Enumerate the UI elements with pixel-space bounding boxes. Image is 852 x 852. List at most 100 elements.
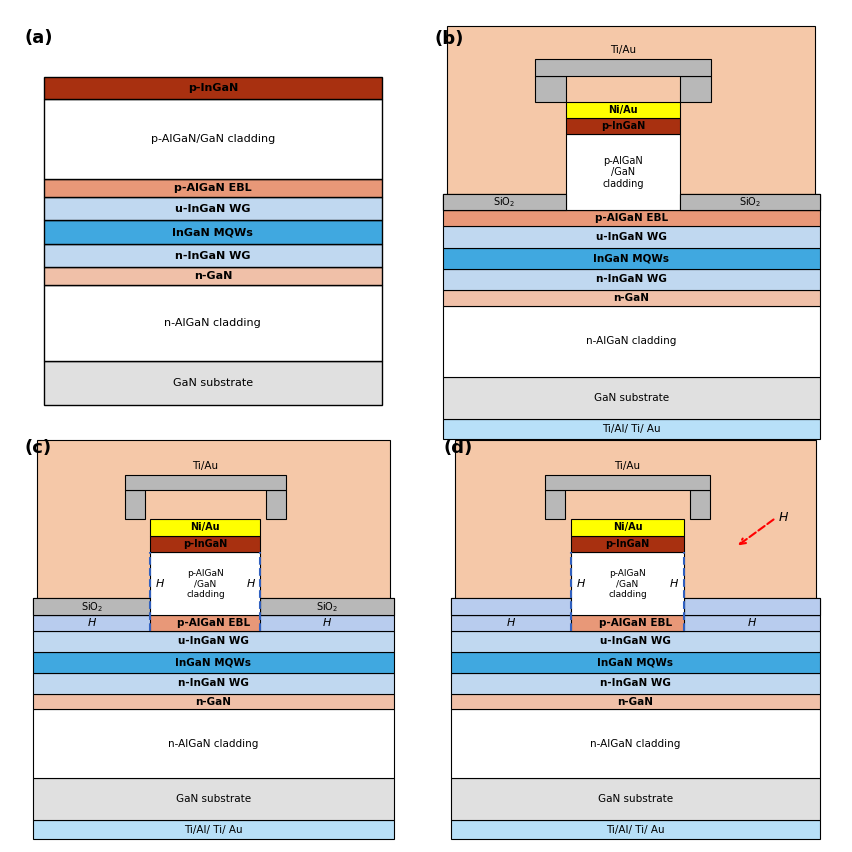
Bar xyxy=(125,475,285,490)
Text: Ni/Au: Ni/Au xyxy=(612,522,642,532)
Bar xyxy=(682,598,819,615)
Text: p-InGaN: p-InGaN xyxy=(600,121,644,131)
Text: p-AlGaN
/GaN
cladding: p-AlGaN /GaN cladding xyxy=(186,569,225,599)
Bar xyxy=(565,118,680,134)
Bar xyxy=(442,269,819,290)
Bar xyxy=(32,598,150,615)
Bar xyxy=(442,290,819,306)
Bar xyxy=(150,615,260,631)
Bar xyxy=(534,76,565,101)
Bar xyxy=(688,490,709,519)
Text: Ti/Au: Ti/Au xyxy=(613,461,640,471)
Text: n-GaN: n-GaN xyxy=(195,697,231,706)
Text: n-AlGaN cladding: n-AlGaN cladding xyxy=(164,319,261,328)
Bar xyxy=(32,652,394,673)
Text: u-InGaN WG: u-InGaN WG xyxy=(175,204,250,214)
Text: (b): (b) xyxy=(435,30,463,48)
Text: (c): (c) xyxy=(25,439,52,457)
Bar xyxy=(451,598,571,615)
Text: SiO$_2$: SiO$_2$ xyxy=(315,600,337,613)
Bar xyxy=(150,536,260,552)
Bar xyxy=(451,598,571,615)
Text: (a): (a) xyxy=(25,29,53,47)
Bar xyxy=(451,652,819,673)
Text: p-AlGaN EBL: p-AlGaN EBL xyxy=(598,618,671,628)
Text: H: H xyxy=(156,579,164,589)
Text: n-GaN: n-GaN xyxy=(617,697,653,706)
Bar xyxy=(44,244,382,267)
Text: p-InGaN: p-InGaN xyxy=(183,539,227,550)
Bar xyxy=(44,267,382,285)
Text: H: H xyxy=(506,618,515,628)
Text: H: H xyxy=(246,579,255,589)
Text: InGaN MQWs: InGaN MQWs xyxy=(175,657,251,667)
Bar xyxy=(150,552,260,615)
Bar xyxy=(442,210,819,226)
Bar xyxy=(32,615,394,631)
Text: H: H xyxy=(778,511,787,524)
Bar xyxy=(125,490,145,519)
Bar xyxy=(442,377,819,419)
Text: n-GaN: n-GaN xyxy=(193,271,232,281)
Text: H: H xyxy=(577,579,584,589)
Bar xyxy=(32,694,394,710)
Bar xyxy=(451,631,819,652)
Text: SiO$_2$: SiO$_2$ xyxy=(80,600,102,613)
Text: InGaN MQWs: InGaN MQWs xyxy=(596,657,673,667)
Bar xyxy=(442,306,819,377)
Bar xyxy=(442,194,565,210)
Bar xyxy=(455,440,815,615)
Text: InGaN MQWs: InGaN MQWs xyxy=(592,253,669,263)
Text: Ti/Au: Ti/Au xyxy=(192,461,218,471)
Text: p-InGaN: p-InGaN xyxy=(187,83,238,93)
Bar xyxy=(680,76,711,101)
Text: p-InGaN: p-InGaN xyxy=(605,539,649,550)
Bar xyxy=(44,179,382,197)
Text: n-AlGaN cladding: n-AlGaN cladding xyxy=(168,739,258,749)
Bar xyxy=(44,77,382,99)
Bar xyxy=(451,615,819,631)
Bar xyxy=(446,26,815,210)
Bar xyxy=(451,710,819,779)
Bar xyxy=(544,475,709,490)
Text: GaN substrate: GaN substrate xyxy=(597,794,672,804)
Text: p-AlGaN
/GaN
cladding: p-AlGaN /GaN cladding xyxy=(607,569,646,599)
Bar xyxy=(32,710,394,779)
Bar xyxy=(571,615,682,631)
Text: Ti/Al/ Ti/ Au: Ti/Al/ Ti/ Au xyxy=(184,825,242,835)
Text: InGaN MQWs: InGaN MQWs xyxy=(172,227,253,237)
Text: u-InGaN WG: u-InGaN WG xyxy=(177,636,249,647)
Text: p-AlGaN EBL: p-AlGaN EBL xyxy=(594,213,667,223)
Text: n-InGaN WG: n-InGaN WG xyxy=(599,678,671,688)
Bar xyxy=(571,536,682,552)
Bar xyxy=(150,519,260,536)
Bar xyxy=(442,248,819,269)
Bar xyxy=(680,194,819,210)
Bar xyxy=(451,779,819,820)
Bar xyxy=(32,779,394,820)
Text: p-AlGaN EBL: p-AlGaN EBL xyxy=(174,183,251,193)
Bar xyxy=(32,820,394,839)
Text: H: H xyxy=(87,618,95,628)
Text: n-InGaN WG: n-InGaN WG xyxy=(177,678,249,688)
Text: n-AlGaN cladding: n-AlGaN cladding xyxy=(585,337,676,347)
Bar xyxy=(571,552,682,615)
Bar xyxy=(451,694,819,710)
Text: Ti/Al/ Ti/ Au: Ti/Al/ Ti/ Au xyxy=(602,424,659,434)
Bar xyxy=(682,598,819,615)
Bar xyxy=(32,673,394,694)
Text: GaN substrate: GaN substrate xyxy=(176,794,250,804)
Text: p-AlGaN
/GaN
cladding: p-AlGaN /GaN cladding xyxy=(602,156,643,188)
Text: n-AlGaN cladding: n-AlGaN cladding xyxy=(590,739,680,749)
Text: n-InGaN WG: n-InGaN WG xyxy=(595,274,666,285)
Text: n-GaN: n-GaN xyxy=(613,293,648,303)
Text: H: H xyxy=(746,618,755,628)
Bar xyxy=(44,99,382,179)
Bar xyxy=(37,440,389,615)
Bar xyxy=(44,220,382,244)
Bar xyxy=(544,490,565,519)
Text: p-AlGaN/GaN cladding: p-AlGaN/GaN cladding xyxy=(151,134,274,144)
Text: p-AlGaN EBL: p-AlGaN EBL xyxy=(176,618,250,628)
Text: Ti/Au: Ti/Au xyxy=(609,45,636,55)
Bar xyxy=(451,820,819,839)
